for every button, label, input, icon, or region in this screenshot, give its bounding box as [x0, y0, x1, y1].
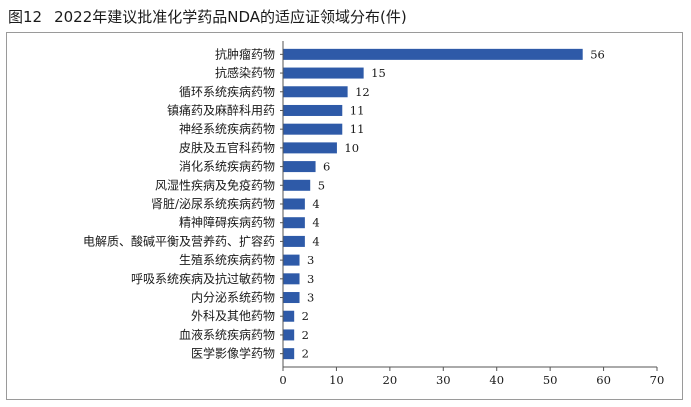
chart-frame: 0 10 20 30 40 50 60 70 抗肿瘤药物 56 抗感染药物 15 循环系统疾病药物 12 镇…: [6, 32, 683, 400]
bar: [283, 235, 305, 247]
data-label: 11: [350, 122, 365, 136]
bar: [283, 273, 300, 285]
x-tick-label: 30: [436, 373, 451, 387]
category-label: 生殖系统疾病药物: [179, 252, 275, 267]
data-label: 3: [307, 272, 314, 286]
category-label: 内分泌系统药物: [191, 291, 275, 305]
category-label: 血液系统疾病药物: [179, 327, 275, 342]
category-label: 抗肿瘤药物: [215, 46, 275, 61]
data-label: 6: [323, 160, 330, 174]
x-tick-label: 20: [383, 373, 398, 387]
bar: [283, 348, 295, 360]
data-label: 4: [312, 234, 319, 248]
bar: [283, 310, 295, 322]
category-label: 抗感染药物: [215, 65, 275, 80]
data-label: 15: [371, 66, 386, 80]
data-label: 4: [312, 197, 319, 211]
bar: [283, 104, 343, 116]
category-label: 循环系统疾病药物: [179, 84, 275, 99]
category-label: 肾脏/泌尿系统疾病药物: [151, 196, 275, 211]
category-label: 医学影像学药物: [191, 346, 275, 361]
category-label: 神经系统疾病药物: [179, 121, 275, 136]
category-label: 外科及其他药物: [191, 309, 275, 323]
data-label: 3: [307, 253, 314, 267]
bar: [283, 86, 348, 98]
x-tick-label: 10: [329, 373, 344, 387]
category-label: 镇痛药及麻醉科用药: [167, 102, 275, 117]
bar: [283, 67, 364, 79]
data-label: 2: [302, 328, 309, 342]
data-label: 11: [350, 103, 365, 117]
bar: [283, 329, 295, 341]
data-label: 5: [318, 178, 325, 192]
category-label: 消化系统疾病药物: [179, 159, 275, 174]
x-tick-label: 70: [650, 373, 665, 387]
category-label: 风湿性疾病及免疫药物: [155, 177, 275, 192]
bar: [283, 48, 583, 60]
bar: [283, 254, 300, 266]
x-tick-label: 50: [543, 373, 558, 387]
bar: [283, 123, 343, 135]
data-label: 10: [344, 141, 359, 155]
x-tick-label: 40: [489, 373, 504, 387]
category-label: 皮肤及五官科药物: [179, 140, 275, 155]
data-label: 4: [312, 216, 319, 230]
bar: [283, 161, 316, 173]
data-label: 12: [355, 85, 370, 99]
bar: [283, 179, 311, 191]
bar: [283, 198, 305, 210]
figure-caption: 图12 2022年建议批准化学药品NDA的适应证领域分布(件): [8, 6, 407, 27]
category-label: 电解质、酸碱平衡及营养药、扩容药: [83, 233, 275, 248]
bar: [283, 142, 337, 154]
data-label: 56: [590, 47, 605, 61]
x-tick-label: 60: [596, 373, 611, 387]
figure-number: 图12: [8, 8, 43, 26]
figure-caption-text: 2022年建议批准化学药品NDA的适应证领域分布(件): [54, 8, 407, 26]
data-label: 2: [302, 309, 309, 323]
category-label: 精神障碍疾病药物: [179, 215, 275, 230]
bar: [283, 292, 300, 304]
category-label: 呼吸系统疾病及抗过敏药物: [131, 271, 275, 286]
data-label: 2: [302, 347, 309, 361]
bar: [283, 217, 305, 229]
data-label: 3: [307, 291, 314, 305]
x-tick-label: 0: [279, 373, 286, 387]
